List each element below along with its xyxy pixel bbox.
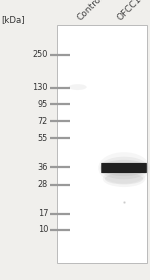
Text: 36: 36 bbox=[38, 163, 48, 172]
Ellipse shape bbox=[69, 84, 87, 90]
Text: 17: 17 bbox=[38, 209, 48, 218]
Ellipse shape bbox=[100, 157, 148, 179]
Text: 250: 250 bbox=[33, 50, 48, 59]
Text: 10: 10 bbox=[38, 225, 48, 234]
Text: 28: 28 bbox=[38, 180, 48, 189]
Ellipse shape bbox=[105, 173, 143, 185]
Text: 130: 130 bbox=[33, 83, 48, 92]
Text: 55: 55 bbox=[38, 134, 48, 143]
Text: OFCC1: OFCC1 bbox=[116, 0, 143, 22]
Ellipse shape bbox=[98, 152, 150, 184]
FancyBboxPatch shape bbox=[101, 163, 147, 173]
Bar bbox=[57, 25, 147, 263]
Ellipse shape bbox=[101, 160, 147, 176]
Text: 95: 95 bbox=[38, 100, 48, 109]
Text: 72: 72 bbox=[38, 117, 48, 126]
Text: [kDa]: [kDa] bbox=[2, 15, 25, 24]
Text: Control: Control bbox=[76, 0, 105, 22]
Ellipse shape bbox=[103, 170, 145, 187]
